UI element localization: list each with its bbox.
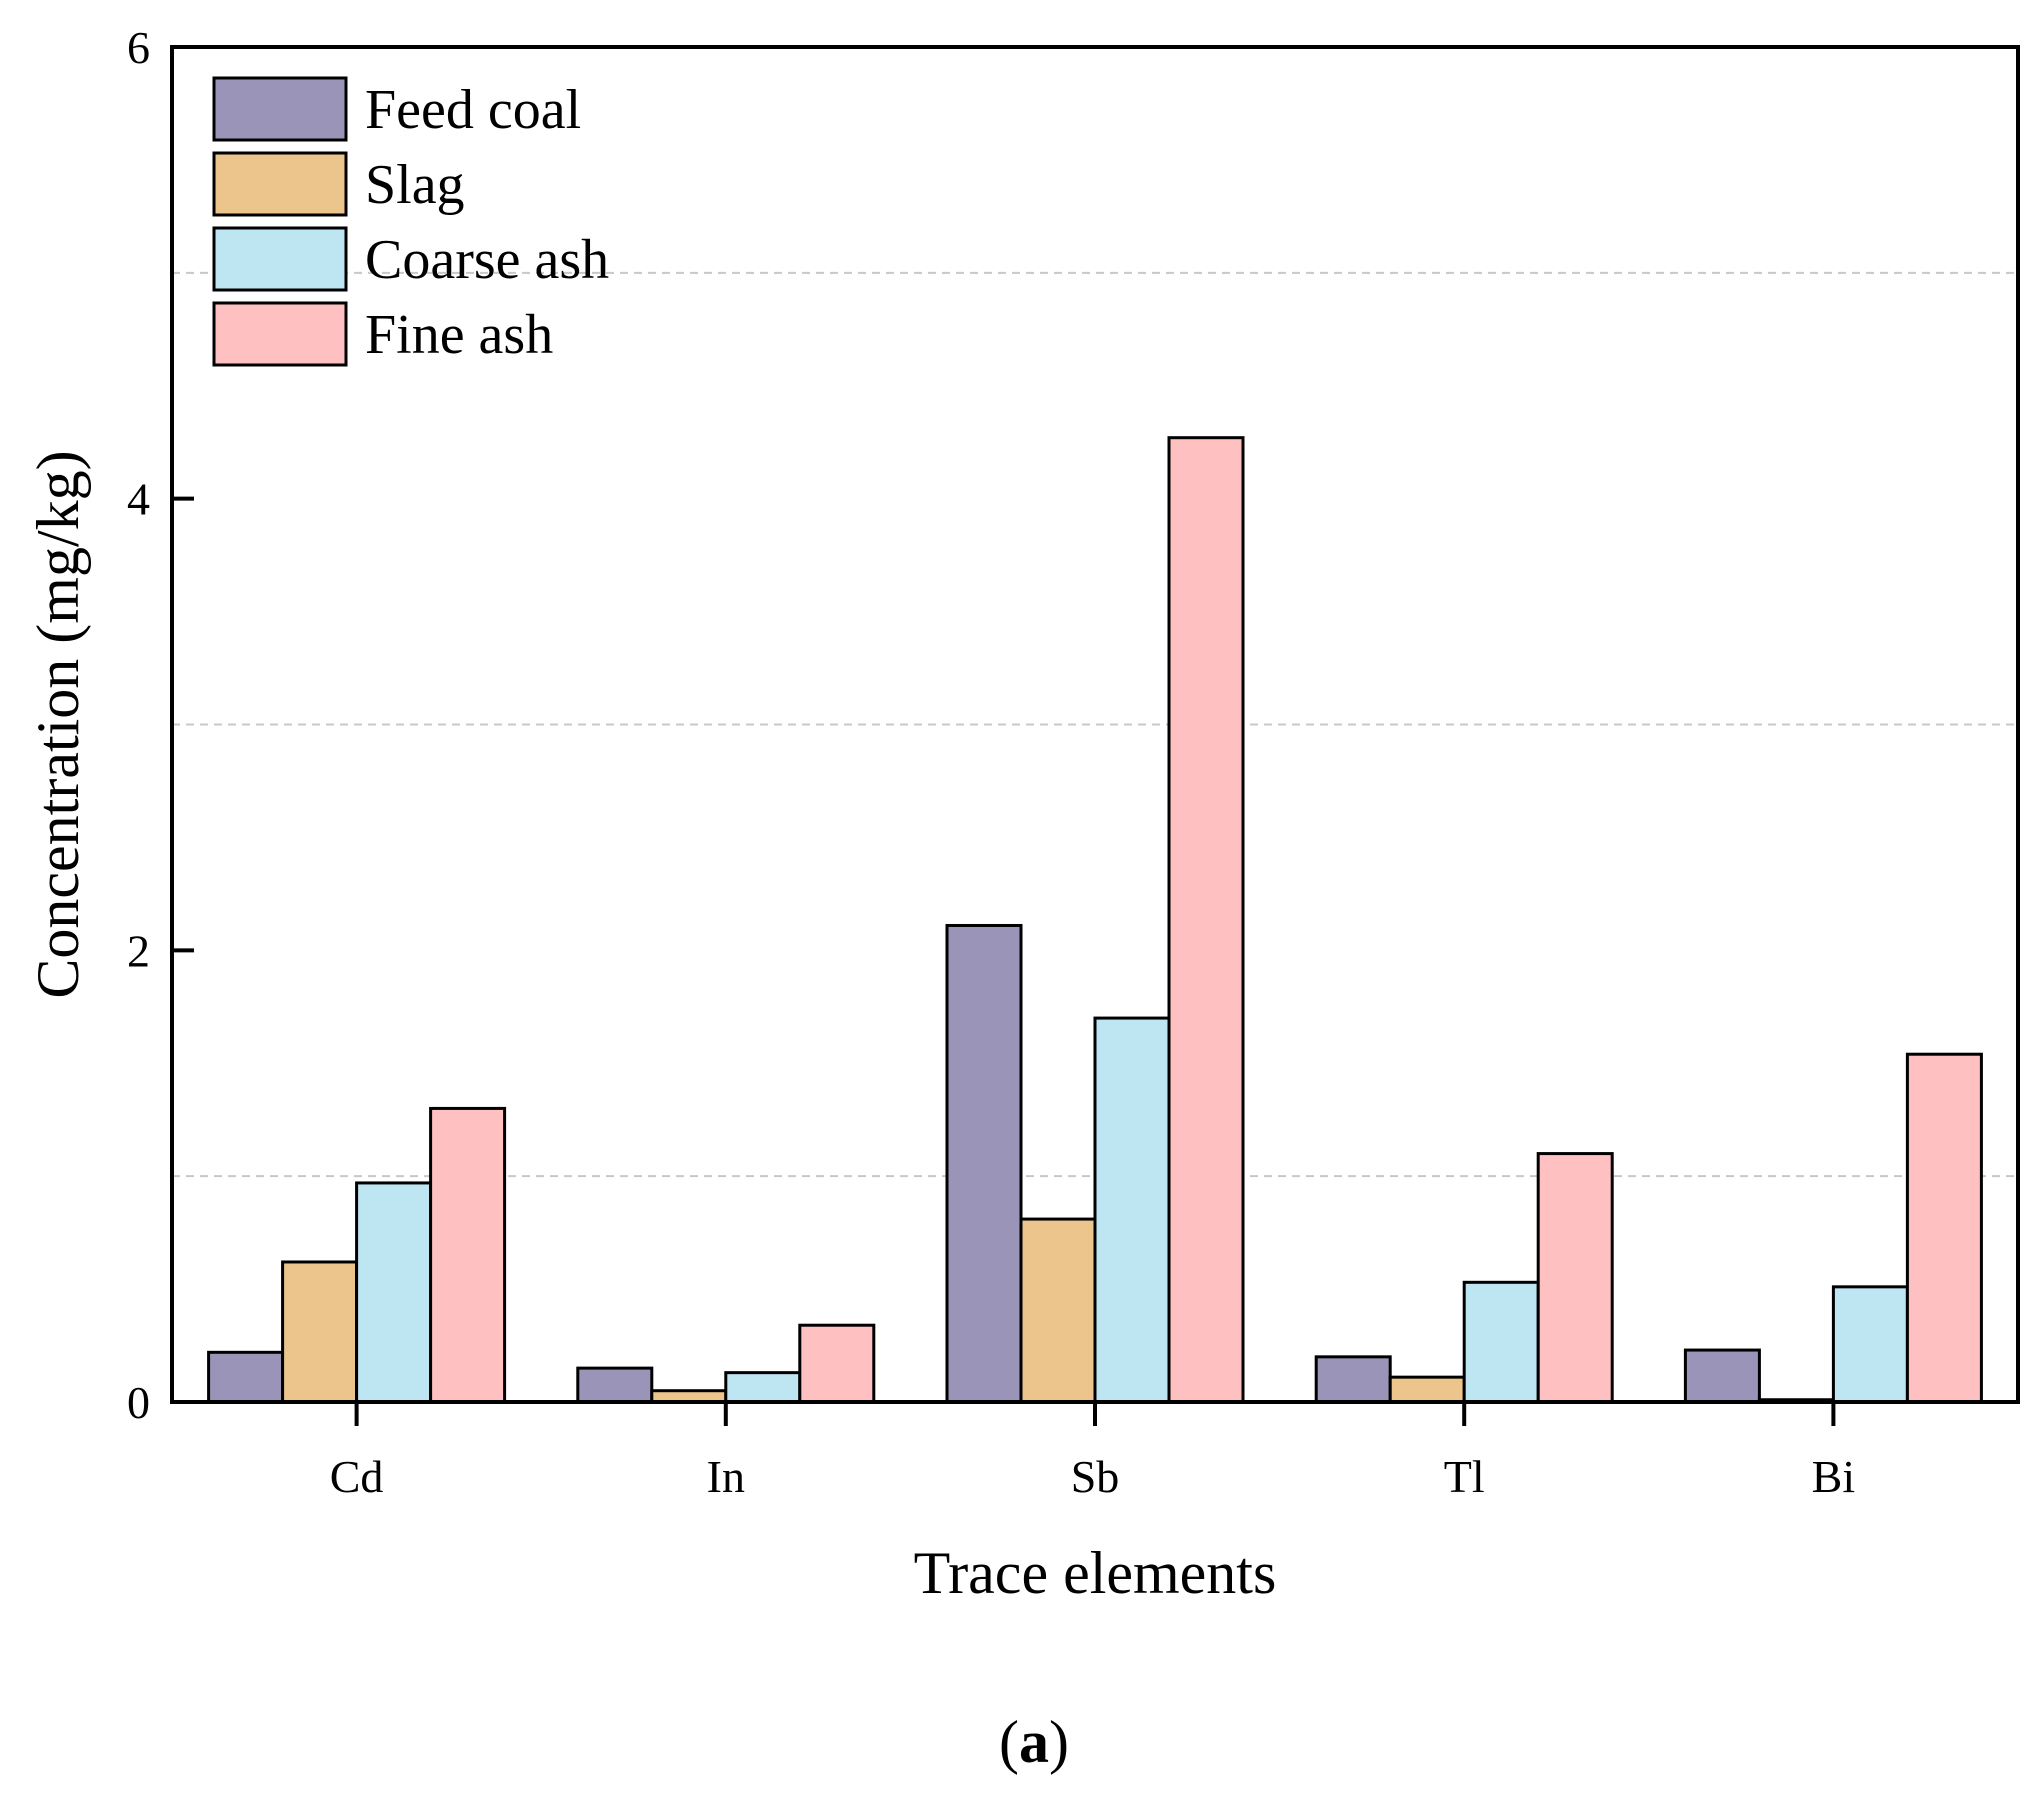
legend-label: Feed coal <box>365 79 581 141</box>
legend-label: Slag <box>365 154 465 216</box>
bar-bi-fine-ash <box>1905 1052 1983 1404</box>
y-tick-label: 2 <box>127 925 150 976</box>
legend-swatch <box>212 226 348 292</box>
bar-tl-coarse-ash <box>1462 1280 1540 1404</box>
x-tick-label: In <box>707 1451 745 1502</box>
x-tick-label: Cd <box>330 1451 384 1502</box>
bar-cd-feed-coal <box>207 1350 285 1404</box>
legend-swatch <box>212 151 348 217</box>
bar-cd-slag <box>281 1260 359 1404</box>
bar-tl-fine-ash <box>1536 1152 1614 1404</box>
legend-swatch <box>212 301 348 367</box>
panel-label: (a) <box>999 1709 1069 1775</box>
bar-in-coarse-ash <box>724 1371 802 1404</box>
bar-sb-fine-ash <box>1167 436 1245 1404</box>
bar-tl-feed-coal <box>1314 1355 1392 1404</box>
y-tick-label: 0 <box>127 1377 150 1428</box>
bar-in-feed-coal <box>576 1366 654 1404</box>
bar-cd-coarse-ash <box>355 1181 433 1404</box>
bar-bi-feed-coal <box>1683 1348 1761 1404</box>
bar-in-fine-ash <box>798 1323 876 1404</box>
x-tick-label: Bi <box>1812 1451 1855 1502</box>
x-axis-title: Trace elements <box>914 1540 1277 1606</box>
x-tick-label: Tl <box>1444 1451 1485 1502</box>
y-tick-label: 6 <box>127 22 150 73</box>
bar-sb-coarse-ash <box>1093 1016 1171 1404</box>
axis-ticks: 0 2 4 6 Cd In Sb Tl Bi <box>127 22 1855 1502</box>
legend-label: Fine ash <box>365 304 553 366</box>
legend-label: Coarse ash <box>365 229 609 291</box>
bar-sb-feed-coal <box>945 923 1023 1404</box>
legend-swatch <box>212 76 348 142</box>
bars <box>207 436 1983 1404</box>
bar-cd-fine-ash <box>429 1106 507 1404</box>
bar-bi-coarse-ash <box>1831 1285 1909 1404</box>
x-tick-label: Sb <box>1071 1451 1120 1502</box>
legend: Feed coal Slag Coarse ash Fine ash <box>212 76 609 367</box>
bar-sb-slag <box>1019 1217 1097 1404</box>
bar-tl-slag <box>1388 1375 1466 1404</box>
y-axis-title: Concentration (mg/kg) <box>25 450 91 998</box>
y-tick-label: 4 <box>127 474 150 525</box>
